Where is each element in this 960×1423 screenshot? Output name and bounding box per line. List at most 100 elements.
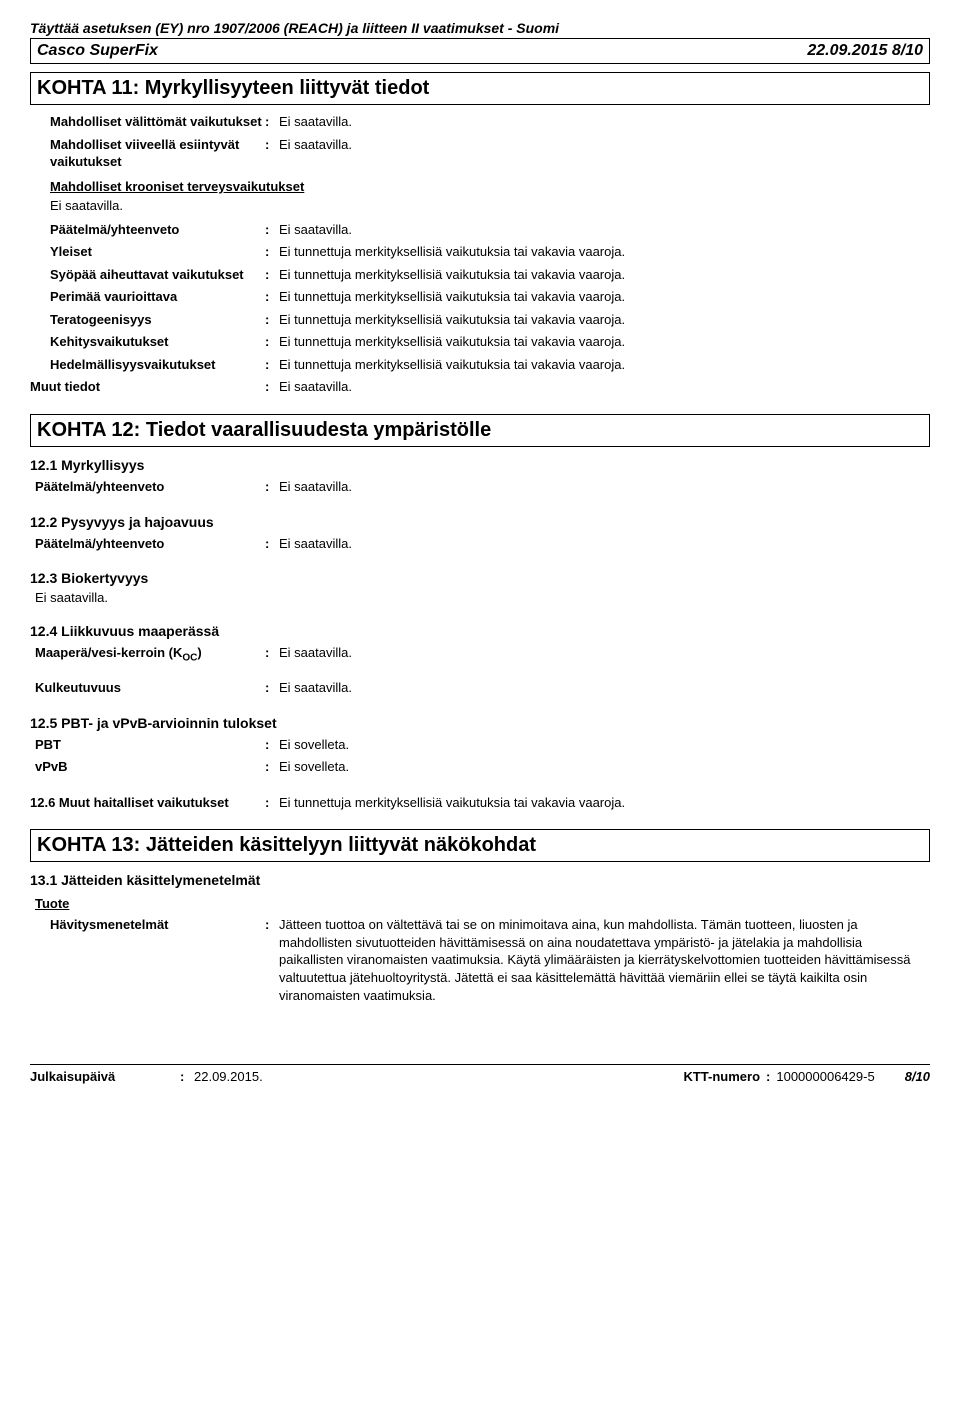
kv-row: Syöpää aiheuttavat vaikutukset : Ei tunn… [50, 266, 930, 284]
kv-row: Päätelmä/yhteenveto : Ei saatavilla. [50, 221, 930, 239]
kv-label: PBT [35, 736, 265, 754]
kv-label: Mahdolliset viiveellä esiintyvät vaikutu… [50, 136, 265, 171]
kv-colon: : [265, 243, 279, 261]
kv-row: Maaperä/vesi-kerroin (KOC) : Ei saatavil… [35, 644, 930, 665]
kv-colon: : [265, 136, 279, 154]
footer-left-value: 22.09.2015. [194, 1069, 263, 1084]
kv-label: Mahdolliset välittömät vaikutukset [50, 113, 265, 131]
sub-12-3: 12.3 Biokertyvyys [30, 570, 930, 586]
kv-value: Ei saatavilla. [279, 113, 930, 131]
sub-12-2: 12.2 Pysyvyys ja hajoavuus [30, 514, 930, 530]
kv-label: Kehitysvaikutukset [50, 333, 265, 351]
kv-label: Päätelmä/yhteenveto [50, 221, 265, 239]
page-container: Täyttää asetuksen (EY) nro 1907/2006 (RE… [0, 0, 960, 1114]
kv-label: Päätelmä/yhteenveto [35, 535, 265, 553]
kv-colon: : [265, 794, 279, 812]
title-row: Casco SuperFix 22.09.2015 8/10 [30, 39, 930, 64]
kv-colon: : [265, 736, 279, 754]
kv-label: Perimää vaurioittava [50, 288, 265, 306]
kv-value: Ei saatavilla. [279, 136, 930, 154]
product-heading: Tuote [35, 896, 930, 911]
kv-row-other: Muut tiedot : Ei saatavilla. [30, 378, 930, 396]
kv-label: Yleiset [50, 243, 265, 261]
footer-page-number: 8/10 [905, 1069, 930, 1084]
section-13-title: KOHTA 13: Jätteiden käsittelyyn liittyvä… [37, 834, 923, 857]
kv-row: Mahdolliset välittömät vaikutukset : Ei … [50, 113, 930, 131]
kv-value: Jätteen tuottoa on vältettävä tai se on … [279, 916, 930, 1004]
section-11-box: KOHTA 11: Myrkyllisyyteen liittyvät tied… [30, 72, 930, 105]
kv-colon: : [265, 478, 279, 496]
compliance-header: Täyttää asetuksen (EY) nro 1907/2006 (RE… [30, 20, 930, 39]
kv-row: Mahdolliset viiveellä esiintyvät vaikutu… [50, 136, 930, 171]
kv-colon: : [265, 333, 279, 351]
sub-12-4: 12.4 Liikkuvuus maaperässä [30, 623, 930, 639]
kv-value: Ei tunnettuja merkityksellisiä vaikutuks… [279, 243, 930, 261]
kv-label: Muut tiedot [30, 378, 265, 396]
chronic-heading: Mahdolliset krooniset terveysvaikutukset [50, 179, 930, 194]
kv-value: Ei saatavilla. [279, 535, 930, 553]
footer-right-value: 100000006429-5 [776, 1069, 874, 1084]
kv-colon: : [265, 535, 279, 553]
sub-12-5: 12.5 PBT- ja vPvB-arvioinnin tulokset [30, 715, 930, 731]
kv-colon: : [265, 644, 279, 662]
kv-label: Hedelmällisyysvaikutukset [50, 356, 265, 374]
kv-value: Ei saatavilla. [279, 221, 930, 239]
kv-value: Ei tunnettuja merkityksellisiä vaikutuks… [279, 794, 930, 812]
kv-row: Päätelmä/yhteenveto : Ei saatavilla. [35, 535, 930, 553]
kv-colon: : [265, 221, 279, 239]
chronic-value: Ei saatavilla. [50, 198, 930, 213]
kv-row: vPvB : Ei sovelleta. [35, 758, 930, 776]
section-13-box: KOHTA 13: Jätteiden käsittelyyn liittyvä… [30, 829, 930, 862]
kv-label: 12.6 Muut haitalliset vaikutukset [30, 794, 265, 812]
kv-colon: : [265, 916, 279, 934]
kv-label: Päätelmä/yhteenveto [35, 478, 265, 496]
sub-12-3-value: Ei saatavilla. [35, 590, 930, 605]
kv-value: Ei saatavilla. [279, 478, 930, 496]
kv-label: Syöpää aiheuttavat vaikutukset [50, 266, 265, 284]
kv-value: Ei sovelleta. [279, 736, 930, 754]
kv-colon: : [265, 378, 279, 396]
kv-value: Ei sovelleta. [279, 758, 930, 776]
footer-right-label: KTT-numero [683, 1069, 760, 1084]
sub-13-1: 13.1 Jätteiden käsittelymenetelmät [30, 872, 930, 888]
sub-12-1: 12.1 Myrkyllisyys [30, 457, 930, 473]
kv-colon: : [265, 266, 279, 284]
kv-label: Kulkeutuvuus [35, 679, 265, 697]
kv-value: Ei tunnettuja merkityksellisiä vaikutuks… [279, 356, 930, 374]
kv-row: Kulkeutuvuus : Ei saatavilla. [35, 679, 930, 697]
kv-row: Perimää vaurioittava : Ei tunnettuja mer… [50, 288, 930, 306]
section-12-title: KOHTA 12: Tiedot vaarallisuudesta ympäri… [37, 419, 923, 442]
kv-label: vPvB [35, 758, 265, 776]
kv-row: Hävitysmenetelmät : Jätteen tuottoa on v… [50, 916, 930, 1004]
kv-row: Kehitysvaikutukset : Ei tunnettuja merki… [50, 333, 930, 351]
kv-value: Ei tunnettuja merkityksellisiä vaikutuks… [279, 311, 930, 329]
kv-value: Ei saatavilla. [279, 679, 930, 697]
footer-right: KTT-numero : 100000006429-5 8/10 [683, 1069, 930, 1084]
kv-colon: : [265, 113, 279, 131]
footer-left-label: Julkaisupäivä [30, 1069, 180, 1084]
section-11-title: KOHTA 11: Myrkyllisyyteen liittyvät tied… [37, 77, 923, 100]
kv-row: Päätelmä/yhteenveto : Ei saatavilla. [35, 478, 930, 496]
kv-label: Teratogeenisyys [50, 311, 265, 329]
kv-value: Ei saatavilla. [279, 644, 930, 662]
product-name: Casco SuperFix [37, 42, 158, 60]
kv-value: Ei saatavilla. [279, 378, 930, 396]
kv-row: Yleiset : Ei tunnettuja merkityksellisiä… [50, 243, 930, 261]
page-footer: Julkaisupäivä : 22.09.2015. KTT-numero :… [30, 1064, 930, 1084]
kv-value: Ei tunnettuja merkityksellisiä vaikutuks… [279, 288, 930, 306]
kv-label: Hävitysmenetelmät [50, 916, 265, 934]
kv-label-koc: Maaperä/vesi-kerroin (KOC) [35, 644, 265, 665]
footer-left: Julkaisupäivä : 22.09.2015. [30, 1069, 263, 1084]
kv-colon: : [265, 758, 279, 776]
footer-colon: : [180, 1069, 194, 1084]
header-date-page: 22.09.2015 8/10 [807, 42, 923, 60]
kv-row: PBT : Ei sovelleta. [35, 736, 930, 754]
kv-colon: : [265, 356, 279, 374]
kv-value: Ei tunnettuja merkityksellisiä vaikutuks… [279, 333, 930, 351]
kv-row-12-6: 12.6 Muut haitalliset vaikutukset : Ei t… [30, 794, 930, 812]
kv-row: Teratogeenisyys : Ei tunnettuja merkityk… [50, 311, 930, 329]
kv-colon: : [265, 311, 279, 329]
kv-value: Ei tunnettuja merkityksellisiä vaikutuks… [279, 266, 930, 284]
kv-row: Hedelmällisyysvaikutukset : Ei tunnettuj… [50, 356, 930, 374]
footer-colon: : [766, 1069, 770, 1084]
